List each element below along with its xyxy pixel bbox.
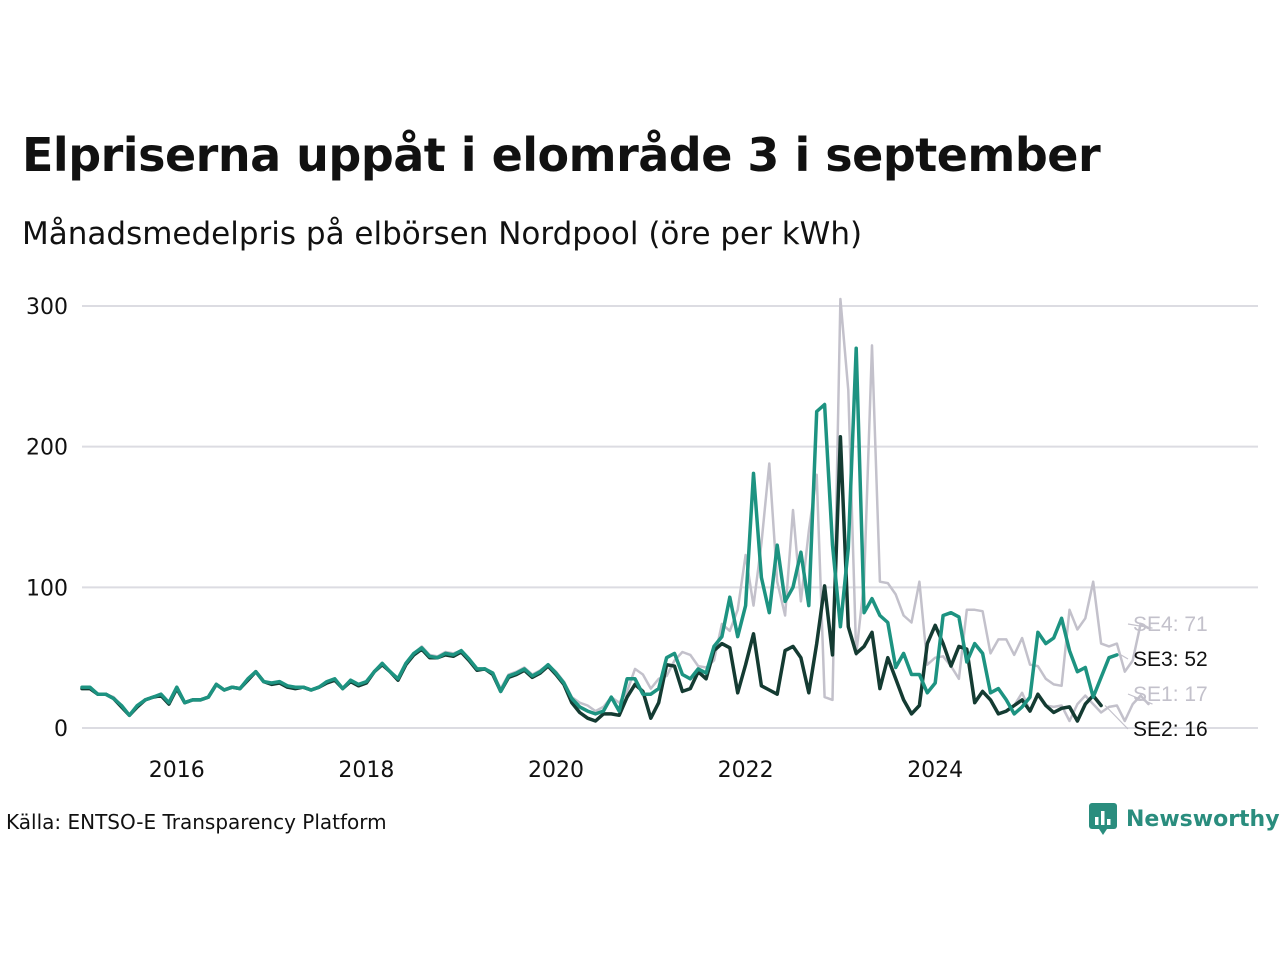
series-line-se2 bbox=[80, 435, 1103, 723]
series-label-se2: SE2: 16 bbox=[1133, 718, 1208, 741]
y-tick-label: 100 bbox=[26, 576, 68, 601]
series-end-labels: SE4: 71 SE1: 17 SE2: 16 SE3: 52 bbox=[1104, 613, 1208, 741]
x-tick-label: 2022 bbox=[718, 758, 774, 783]
label-leader-se2 bbox=[1104, 705, 1129, 730]
series-line-se4 bbox=[80, 297, 1150, 717]
x-tick-label: 2018 bbox=[338, 758, 394, 783]
label-leader-se3 bbox=[1120, 654, 1129, 660]
x-tick-label: 2024 bbox=[907, 758, 963, 783]
y-tick-label: 200 bbox=[26, 436, 68, 461]
series-label-se1: SE1: 17 bbox=[1133, 683, 1208, 706]
series-line-se3 bbox=[80, 346, 1119, 718]
axis-labels: 0 100 200 300 2016 2018 2020 2022 2024 bbox=[26, 295, 963, 783]
chart-subtitle: Månadsmedelpris på elbörsen Nordpool (ör… bbox=[22, 216, 863, 252]
y-tick-label: 0 bbox=[54, 717, 68, 742]
x-tick-label: 2020 bbox=[528, 758, 584, 783]
newsworthy-wordmark: Newsworthy bbox=[1126, 806, 1280, 832]
newsworthy-brand[interactable]: Newsworthy bbox=[1088, 802, 1280, 836]
series-label-se4: SE4: 71 bbox=[1133, 613, 1208, 636]
series-label-se3: SE3: 52 bbox=[1133, 648, 1208, 671]
gridlines bbox=[82, 305, 1258, 729]
label-leader-se4 bbox=[1127, 623, 1153, 629]
y-tick-label: 300 bbox=[26, 295, 68, 320]
x-tick-label: 2016 bbox=[149, 758, 205, 783]
newsworthy-logo-icon bbox=[1089, 803, 1117, 835]
source-note: Källa: ENTSO-E Transparency Platform bbox=[6, 810, 387, 834]
chart-title: Elpriserna uppåt i elområde 3 i septembe… bbox=[22, 128, 1101, 182]
label-leader-se1 bbox=[1127, 693, 1153, 705]
series-lines bbox=[80, 297, 1150, 723]
